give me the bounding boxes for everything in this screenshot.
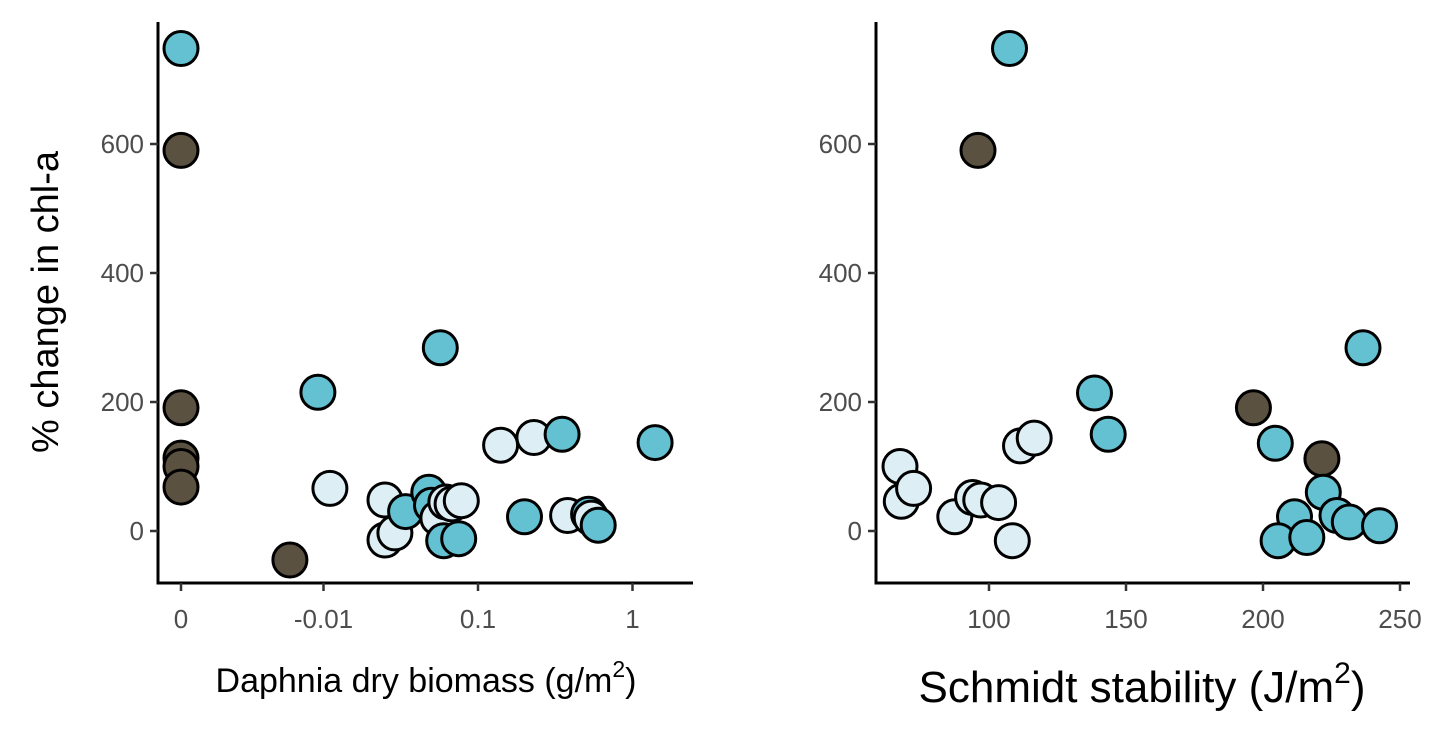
right-data-point-pale [993,522,1031,560]
right-data-point-dark [959,131,997,169]
right-x-ticks: 100 150 200 250 [967,583,1422,634]
right-x-tick-label: 200 [1241,604,1284,634]
right-data-point-dark [1234,389,1272,427]
left-x-tick-label: 1 [625,604,639,634]
left-y-tick-label: 200 [101,387,144,417]
left-data-point-dark [271,541,309,579]
right-y-tick-label: 200 [819,387,862,417]
right-x-axis-title-main: Schmidt stability (J/m [919,663,1335,712]
right-data-point-teal [1344,329,1382,367]
right-y-tick-label: 0 [848,516,862,546]
right-data-point-teal [1361,507,1398,545]
right-x-axis-title-end: ) [1351,663,1366,712]
left-data-point-teal [421,329,459,367]
left-data-point-dark [162,131,200,169]
left-data-point-dark [162,468,200,506]
left-data-point-pale [311,469,349,507]
right-data-point-teal [1288,519,1326,556]
left-y-tick-label: 400 [101,258,144,288]
left-data-point-pale [442,482,480,520]
right-scatter-panel: 0 200 400 600 100 150 200 250 Schmidt stabilit… [819,22,1422,712]
right-data-point-teal [1089,415,1127,453]
left-data-point-pale [482,426,520,464]
left-x-axis-title-main: Daphnia dry biomass (g/m [216,662,613,700]
right-data-point-pale [895,469,933,507]
right-y-tick-label: 600 [819,129,862,159]
left-x-axis-title: Daphnia dry biomass (g/m2) [216,656,637,700]
right-x-tick-label: 150 [1104,604,1147,634]
right-point-layer [881,30,1398,560]
right-data-point-pale [980,484,1018,522]
left-data-point-teal [636,424,674,462]
right-data-point-teal [1256,424,1294,462]
right-y-ticks: 0 200 400 600 [819,129,876,546]
left-x-ticks: 0 -0.01 0.1 1 [174,583,640,634]
right-data-point-pale [1015,419,1053,457]
left-data-point-dark [162,389,200,427]
left-x-axis-title-sup: 2 [612,656,625,682]
left-x-axis-title-end: ) [625,662,636,700]
right-x-axis-title-sup: 2 [1334,657,1351,690]
left-data-point-teal [440,520,478,558]
right-x-tick-label: 100 [967,604,1010,634]
left-y-axis-title: % change in chl-a [25,150,67,453]
left-point-layer [162,30,674,579]
left-data-point-teal [579,506,617,544]
left-x-tick-label: 0.1 [460,604,496,634]
right-x-tick-label: 250 [1378,604,1421,634]
left-x-tick-label: 0 [174,604,188,634]
left-data-point-teal [506,498,543,536]
left-y-tick-label: 600 [101,129,144,159]
right-x-axis-title: Schmidt stability (J/m2) [919,657,1366,712]
left-data-point-teal [299,373,337,411]
left-y-ticks: 0 200 400 600 [101,129,158,546]
left-data-point-teal [162,30,200,67]
left-y-tick-label: 0 [130,516,144,546]
right-data-point-teal [1076,374,1113,412]
right-data-point-teal [1330,503,1368,541]
right-data-point-teal [991,30,1028,67]
left-data-point-teal [543,415,581,453]
left-x-tick-label: -0.01 [294,604,353,634]
right-y-tick-label: 400 [819,258,862,288]
right-data-point-dark [1303,440,1341,478]
